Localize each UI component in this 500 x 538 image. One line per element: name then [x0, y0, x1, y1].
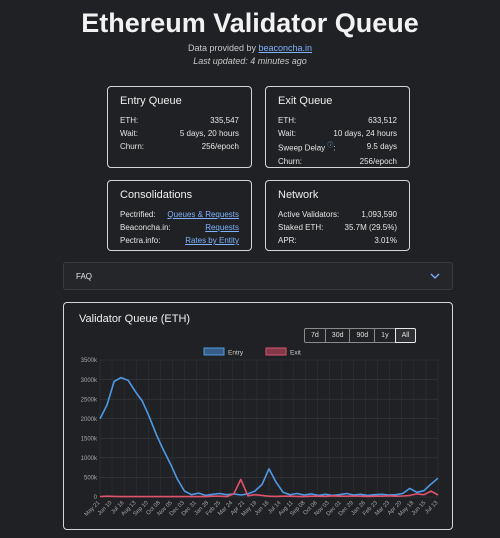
series-line-exit: [99, 478, 439, 498]
y-tick-label: 3500k: [81, 358, 98, 364]
pectrified-link[interactable]: Queues & Requests: [167, 210, 239, 219]
page-title: Ethereum Validator Queue: [81, 8, 419, 38]
network-title: Network: [278, 189, 319, 201]
data-provider-line: Data provided by beaconcha.in: [0, 43, 500, 53]
exit-wait-label: Wait:: [278, 129, 296, 138]
entry-eth-label: ETH:: [120, 116, 139, 125]
series-line-entry: [99, 376, 439, 497]
legend-label-entry: Entry: [228, 350, 244, 357]
chart-panel-title: Validator Queue (ETH): [79, 313, 191, 325]
pectra-info-row: Pectra.info: Rates by Entity: [120, 234, 239, 247]
sweep-delay-row: Sweep Delay ⓘ: 9.5 days: [278, 140, 397, 155]
entry-eth-value: 335,547: [210, 116, 239, 125]
range-1y-button[interactable]: 1y: [374, 328, 396, 343]
exit-eth-label: ETH:: [278, 116, 297, 125]
exit-queue-card: Exit Queue ETH: 633,512 Wait: 10 days, 24 …: [265, 86, 410, 168]
legend-swatch-entry: [203, 347, 225, 356]
entry-wait-label: Wait:: [120, 129, 138, 138]
chevron-down-icon[interactable]: [428, 269, 442, 283]
exit-eth-row: ETH: 633,512: [278, 114, 397, 127]
entry-churn-value: 256/epoch: [201, 142, 239, 151]
y-tick-label: 1500k: [81, 436, 98, 442]
entry-eth-row: ETH: 335,547: [120, 114, 239, 127]
entry-queue-title: Entry Queue: [120, 95, 182, 107]
faq-label: FAQ: [76, 272, 93, 281]
consolidations-title: Consolidations: [120, 189, 193, 201]
exit-churn-row: Churn: 256/epoch: [278, 155, 397, 168]
legend-label-exit: Exit: [290, 350, 301, 357]
pectra-info-label: Pectra.info:: [120, 236, 161, 245]
last-updated: Last updated: 4 minutes ago: [193, 56, 307, 66]
pectrified-row: Pectrified: Queues & Requests: [120, 208, 239, 221]
entry-churn-row: Churn: 256/epoch: [120, 140, 239, 153]
entry-queue-card: Entry Queue ETH: 335,547 Wait: 5 days, 20 …: [107, 86, 252, 168]
active-validators-label: Active Validators:: [278, 210, 340, 219]
beaconchain-row: Beaconcha.in: Requests: [120, 221, 239, 234]
exit-queue-title: Exit Queue: [278, 95, 333, 107]
staked-eth-value: 35.7M (29.5%): [344, 223, 397, 232]
sweep-delay-label: Sweep Delay ⓘ:: [278, 143, 336, 153]
exit-wait-row: Wait: 10 days, 24 hours: [278, 127, 397, 140]
network-card: Network Active Validators: 1,093,590 Stak…: [265, 180, 410, 251]
y-tick-label: 500k: [84, 476, 98, 482]
range-selector: 7d 30d 90d 1y All: [304, 328, 417, 343]
exit-wait-value: 10 days, 24 hours: [333, 129, 397, 138]
range-90d-button[interactable]: 90d: [349, 328, 376, 343]
y-tick-label: 3000k: [81, 378, 98, 384]
consolidations-card: Consolidations Pectrified: Queues & Reque…: [107, 180, 252, 251]
active-validators-row: Active Validators: 1,093,590: [278, 208, 397, 221]
y-tick-label: 1000k: [81, 456, 98, 462]
beaconchain-label: Beaconcha.in:: [120, 223, 171, 232]
apr-label: APR:: [278, 236, 297, 245]
provider-prefix: Data provided by: [187, 43, 259, 53]
active-validators-value: 1,093,590: [361, 210, 397, 219]
staked-eth-label: Staked ETH:: [278, 223, 324, 232]
legend-swatch-exit: [265, 347, 287, 356]
apr-row: APR: 3.01%: [278, 234, 397, 247]
entry-churn-label: Churn:: [120, 142, 145, 151]
entry-wait-row: Wait: 5 days, 20 hours: [120, 127, 239, 140]
sweep-delay-text: Sweep Delay: [278, 143, 326, 153]
sweep-delay-value: 9.5 days: [366, 142, 397, 151]
y-tick-label: 0: [94, 495, 98, 501]
rates-by-entity-link[interactable]: Rates by Entity: [185, 236, 239, 245]
x-tick-label: Jul 13: [424, 500, 439, 515]
range-7d-button[interactable]: 7d: [304, 328, 326, 343]
validator-queue-panel: Validator Queue (ETH) 7d 30d 90d 1y All …: [63, 302, 453, 530]
exit-churn-label: Churn:: [278, 156, 303, 166]
provider-link[interactable]: beaconcha.in: [258, 43, 313, 53]
faq-accordion[interactable]: FAQ: [63, 262, 453, 290]
beaconchain-requests-link[interactable]: Requests: [205, 223, 239, 232]
info-icon[interactable]: ⓘ: [327, 143, 334, 149]
exit-eth-value: 633,512: [368, 116, 397, 125]
validator-queue-chart: Entry Exit 0 500k 1000k 1500k 2000k 2500k 3000k 3…: [81, 347, 439, 518]
entry-wait-value: 5 days, 20 hours: [179, 129, 239, 138]
range-all-button[interactable]: All: [394, 328, 417, 343]
pectrified-label: Pectrified:: [120, 210, 156, 219]
staked-eth-row: Staked ETH: 35.7M (29.5%): [278, 221, 397, 234]
y-tick-label: 2000k: [81, 417, 98, 423]
apr-value: 3.01%: [374, 236, 397, 245]
range-30d-button[interactable]: 30d: [324, 328, 351, 343]
exit-churn-value: 256/epoch: [359, 156, 397, 166]
y-tick-label: 2500k: [81, 397, 98, 403]
